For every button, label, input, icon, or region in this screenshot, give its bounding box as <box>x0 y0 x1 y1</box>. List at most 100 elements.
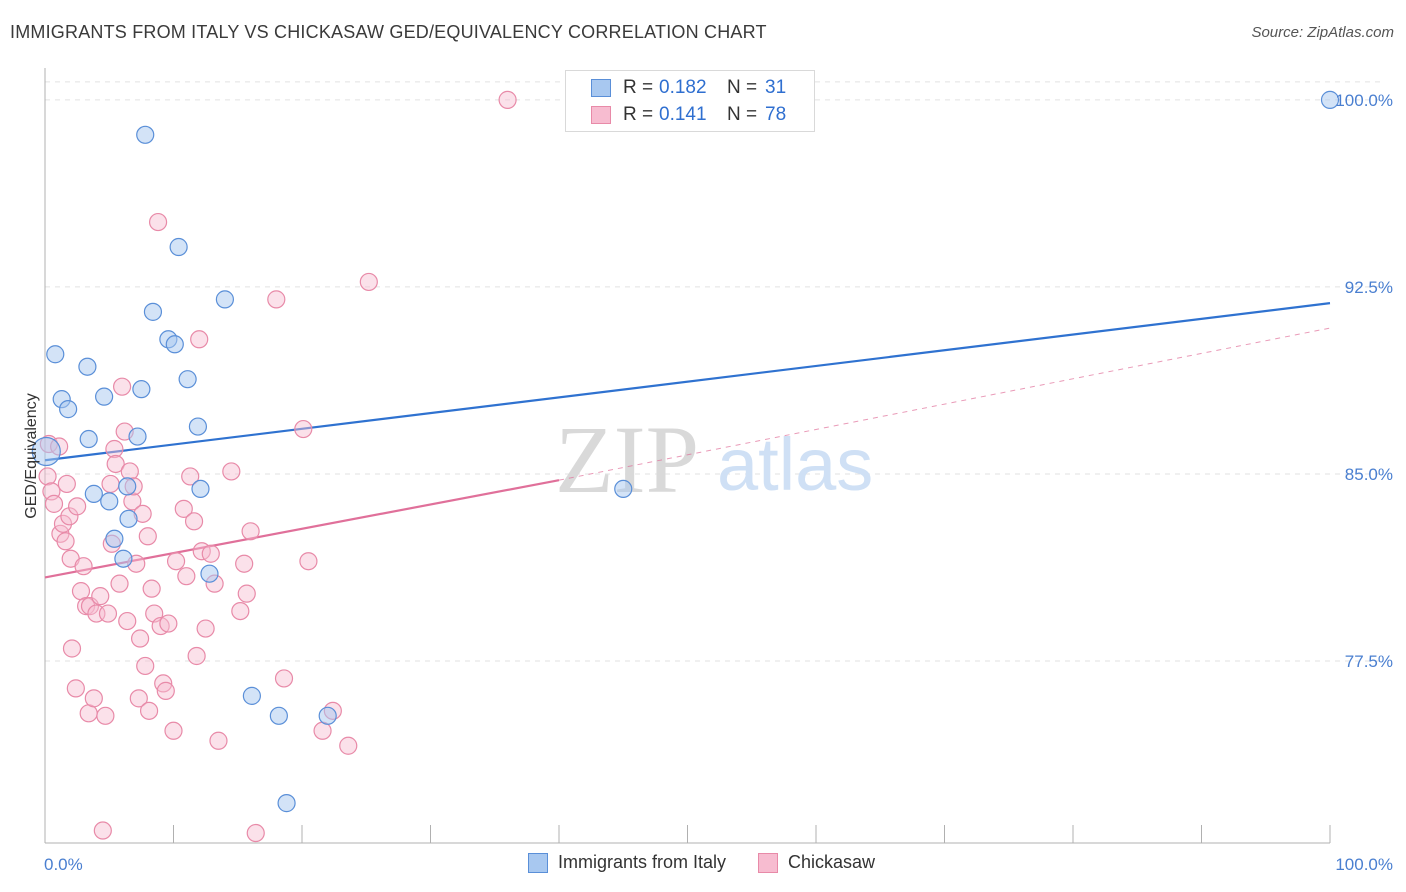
chickasaw-point <box>209 731 228 750</box>
legend-row-chickasaw: R = 0.141 N = 78 <box>591 104 786 126</box>
italy-swatch <box>591 79 611 97</box>
italy-point <box>105 529 124 548</box>
chickasaw-point <box>96 706 115 725</box>
chickasaw-point <box>91 587 110 606</box>
y-tick-label: 92.5% <box>1345 278 1393 297</box>
chickasaw-point <box>139 701 159 720</box>
x-tick-label: 0.0% <box>44 855 83 874</box>
chickasaw-point <box>142 579 161 598</box>
italy-point <box>318 706 337 725</box>
chickasaw-point <box>237 584 256 603</box>
chickasaw-point <box>118 611 137 631</box>
italy-point <box>269 706 288 725</box>
chickasaw-point <box>166 552 186 571</box>
italy-point <box>132 380 151 399</box>
watermark-atlas: atlas <box>717 423 873 506</box>
r-label: R = <box>623 77 654 98</box>
chickasaw-legend-swatch <box>758 852 779 873</box>
chickasaw-point <box>44 494 64 513</box>
chickasaw-point <box>196 619 215 638</box>
y-axis-title: GED/Equivalency <box>23 393 40 518</box>
n-value: 31 <box>765 77 787 98</box>
chickasaw-point <box>53 514 73 533</box>
chickasaw-point <box>181 467 200 486</box>
chickasaw-swatch <box>591 106 611 124</box>
chart-title: IMMIGRANTS FROM ITALY VS CHICKASAW GED/E… <box>10 22 767 42</box>
chickasaw-point <box>156 681 175 700</box>
watermark: ZIP atlas <box>555 406 873 513</box>
chickasaw-point <box>294 419 313 439</box>
italy-point <box>95 387 114 406</box>
chickasaw-point <box>56 532 75 551</box>
r-value: 0.182 <box>659 77 707 98</box>
chickasaw-point <box>231 601 250 621</box>
chickasaw-point <box>148 212 168 232</box>
chickasaw-point <box>77 597 96 616</box>
chickasaw-point <box>246 823 265 843</box>
chickasaw-point <box>498 90 517 109</box>
chickasaw-points <box>38 90 517 843</box>
chickasaw-point <box>184 512 204 531</box>
italy-point <box>114 549 133 568</box>
italy-point <box>59 400 78 419</box>
italy-point <box>100 492 119 511</box>
n-label: N = <box>727 77 758 98</box>
chickasaw-point <box>66 679 85 698</box>
chickasaw-point <box>159 614 178 633</box>
italy-point <box>242 686 261 705</box>
chickasaw-point <box>177 567 196 586</box>
italy-point <box>277 794 296 813</box>
chickasaw-point <box>174 499 193 518</box>
chickasaw-point <box>201 544 220 563</box>
correlation-legend: R = 0.182 N = 31 R = 0.141 N = 78 <box>565 70 815 132</box>
chickasaw-point <box>138 527 157 546</box>
chickasaw-point <box>98 604 118 623</box>
y-tick-label: 77.5% <box>1345 652 1393 671</box>
chickasaw-point <box>241 522 260 541</box>
series-legend: Immigrants from Italy Chickasaw <box>528 852 907 873</box>
italy-point <box>191 479 210 499</box>
chickasaw-point <box>60 507 79 526</box>
n-value: 78 <box>765 104 787 125</box>
italy-point <box>46 345 65 364</box>
italy-point <box>143 302 163 321</box>
italy-point <box>78 357 97 376</box>
chickasaw-point <box>129 689 148 708</box>
chickasaw-point <box>235 554 254 573</box>
italy-legend-swatch <box>528 852 548 873</box>
y-tick-label: 100.0% <box>1335 91 1393 110</box>
italy-point <box>614 479 633 499</box>
chickasaw-point <box>112 377 132 396</box>
italy-point <box>200 564 219 583</box>
italy-point <box>165 335 184 354</box>
chickasaw-point <box>339 736 358 755</box>
chickasaw-point <box>101 474 120 494</box>
chickasaw-point <box>130 629 150 648</box>
chickasaw-point <box>299 552 318 571</box>
chickasaw-point <box>110 574 129 593</box>
italy-point <box>1320 90 1340 109</box>
chickasaw-point <box>154 674 173 693</box>
n-label: N = <box>727 104 758 125</box>
chickasaw-point <box>274 669 294 688</box>
x-tick-labels: 0.0% 100.0% <box>44 855 1393 874</box>
r-label: R = <box>623 104 654 125</box>
grid-lines <box>45 81 1385 662</box>
chickasaw-point <box>105 439 124 459</box>
chickasaw-point <box>164 721 183 740</box>
italy-point <box>128 427 147 446</box>
legend-item-chickasaw: Chickasaw <box>758 852 875 873</box>
italy-point <box>178 370 197 389</box>
italy-point <box>31 436 61 467</box>
r-value: 0.141 <box>659 104 707 125</box>
italy-point <box>188 417 208 436</box>
chickasaw-point <box>68 497 87 516</box>
chickasaw-point <box>84 689 103 708</box>
y-tick-labels: 77.5% 85.0% 92.5% 100.0% <box>1335 91 1393 671</box>
chickasaw-point <box>93 821 112 840</box>
chickasaw-point <box>187 646 206 666</box>
italy-point <box>79 429 98 449</box>
chickasaw-point <box>267 290 286 309</box>
italy-point <box>169 237 188 257</box>
